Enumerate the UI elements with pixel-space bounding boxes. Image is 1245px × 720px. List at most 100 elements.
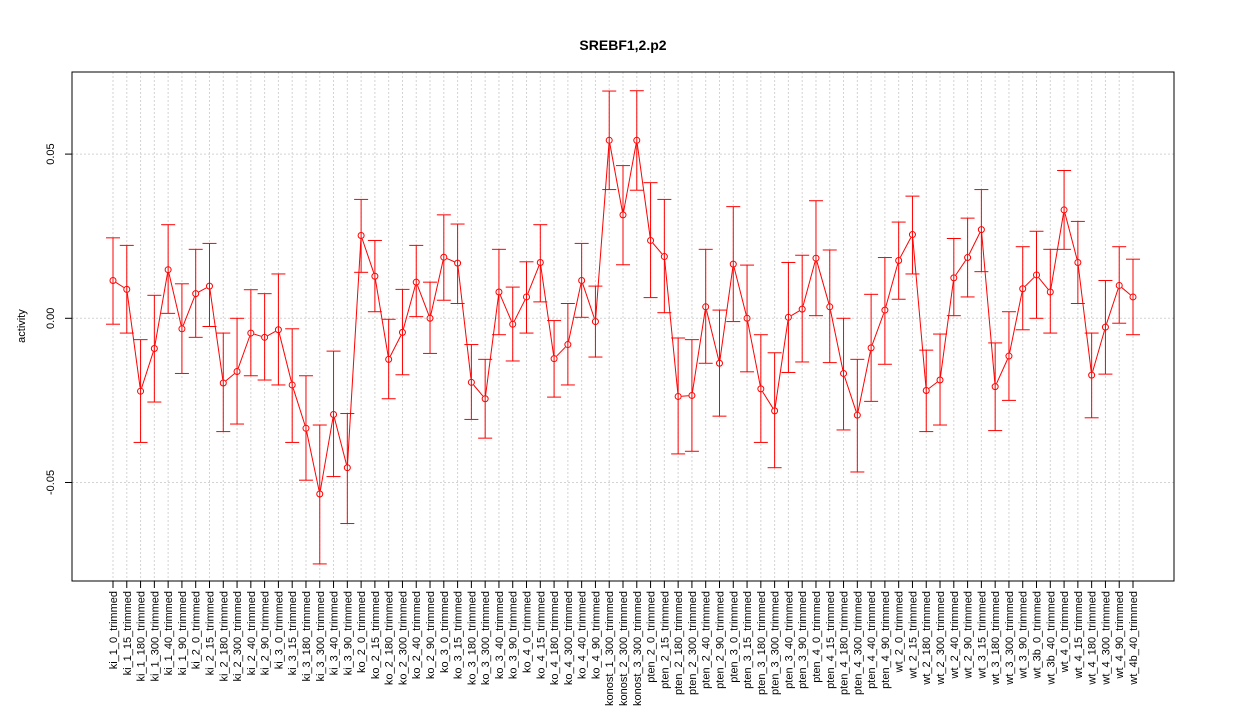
series-line-segment	[292, 388, 306, 426]
series-line-segment	[871, 313, 885, 345]
series-line-segment	[1024, 277, 1035, 287]
series-line-segment	[225, 373, 235, 382]
x-tick-label: ki_1_180_trimmed	[136, 591, 148, 682]
x-tick-label: ko_2_40_trimmed	[411, 591, 423, 679]
data-point	[454, 259, 462, 267]
data-point	[1101, 323, 1109, 331]
data-point	[412, 278, 420, 286]
data-point	[495, 288, 503, 296]
x-tick-label: pten_3_15_trimmed	[742, 591, 754, 689]
series-line-segment	[928, 381, 938, 389]
series-line-segment	[1064, 213, 1078, 260]
data-point	[233, 367, 241, 375]
data-point	[771, 407, 779, 415]
x-tick-label: konost_3_300_trimmed	[632, 591, 644, 706]
data-point	[936, 376, 944, 384]
data-point	[316, 490, 324, 498]
series-line-segment	[762, 391, 774, 409]
series-line-segment	[126, 292, 141, 388]
series-line-segment	[719, 267, 734, 360]
series-line-segment	[733, 267, 747, 316]
series-line-segment	[374, 279, 389, 356]
x-tick-label: ki_1_40_trimmed	[163, 591, 175, 675]
series-line-segment	[446, 258, 455, 263]
series-line-segment	[981, 233, 996, 384]
x-tick-label: wt_4_0_trimmed	[1059, 591, 1071, 673]
x-tick-label: ko_3_90_trimmed	[508, 591, 520, 679]
series-line-segment	[899, 237, 912, 258]
data-point	[605, 136, 613, 144]
x-tick-label: ko_2_90_trimmed	[425, 591, 437, 679]
x-tick-label: pten_4_300_trimmed	[852, 591, 864, 695]
x-tick-label: ki_2_180_trimmed	[218, 591, 230, 682]
series-line-segment	[115, 281, 125, 288]
data-point	[164, 266, 172, 274]
x-tick-label: ko_4_40_trimmed	[577, 591, 589, 679]
series-line-segment	[1077, 265, 1092, 372]
series-line-segment	[267, 331, 276, 337]
x-tick-label: pten_4_0_trimmed	[811, 591, 823, 683]
data-point	[192, 290, 200, 298]
series-line-segment	[939, 281, 954, 377]
x-tick-label: ki_2_15_trimmed	[204, 591, 216, 675]
data-point	[302, 424, 310, 432]
chart-title: SREBF1,2.p2	[579, 37, 666, 53]
series-line-segment	[402, 285, 416, 330]
x-tick-label: pten_2_300_trimmed	[687, 591, 699, 695]
x-tick-label: ki_1_15_trimmed	[122, 591, 134, 675]
data-point	[964, 254, 972, 262]
x-tick-label: wt_2_0_trimmed	[894, 591, 906, 673]
data-point	[922, 387, 930, 395]
series-line-segment	[636, 143, 651, 238]
series-line-segment	[527, 265, 540, 294]
x-tick-label: wt_2_90_trimmed	[963, 591, 975, 679]
x-tick-label: wt_4_300_trimmed	[1100, 591, 1112, 686]
x-tick-label: ki_2_0_trimmed	[191, 591, 203, 669]
series-line-segment	[996, 359, 1008, 384]
x-tick-label: ki_2_40_trimmed	[246, 591, 258, 675]
data-point	[564, 341, 572, 349]
data-point	[633, 136, 641, 144]
data-point	[702, 303, 710, 311]
series-line-segment	[154, 273, 169, 346]
series-line-segment	[802, 261, 816, 306]
x-tick-label: pten_3_90_trimmed	[797, 591, 809, 689]
data-point	[550, 355, 558, 363]
y-tick-label: 0.05	[45, 143, 57, 164]
data-point	[137, 387, 145, 395]
x-tick-label: pten_2_40_trimmed	[701, 591, 713, 689]
data-point	[743, 314, 751, 322]
series-line-segment	[829, 310, 844, 371]
data-point	[481, 395, 489, 403]
series-line-segment	[706, 310, 720, 360]
x-tick-label: wt_4_15_trimmed	[1073, 591, 1085, 679]
series-line-segment	[691, 310, 706, 393]
data-point	[1019, 285, 1027, 293]
series-line-segment	[347, 239, 362, 465]
series-line-segment	[361, 238, 375, 274]
data-point	[247, 329, 255, 337]
data-point	[826, 303, 834, 311]
x-tick-label: wt_3_300_trimmed	[1004, 591, 1016, 686]
data-point	[205, 282, 213, 290]
series-line-segment	[857, 351, 871, 412]
y-axis: -0.05 0.00 0.05	[45, 143, 73, 495]
data-points	[109, 136, 1137, 498]
data-point	[1046, 288, 1054, 296]
x-tick-label: ki_2_90_trimmed	[260, 591, 272, 675]
series-line-segment	[278, 333, 292, 382]
series-line-segment	[912, 237, 927, 388]
x-tick-label: pten_3_180_trimmed	[756, 591, 768, 695]
x-tick-label: pten_2_180_trimmed	[673, 591, 685, 695]
data-point	[440, 253, 448, 261]
data-point	[261, 333, 269, 341]
series-line-segment	[747, 321, 761, 386]
data-point	[1033, 271, 1041, 279]
series-line-segment	[791, 310, 800, 316]
series-line-segment	[333, 417, 347, 465]
data-point	[812, 254, 820, 262]
data-point	[881, 306, 889, 314]
data-point	[1060, 206, 1068, 214]
series-line-segment	[609, 143, 623, 212]
x-tick-label: pten_2_0_trimmed	[646, 591, 658, 683]
